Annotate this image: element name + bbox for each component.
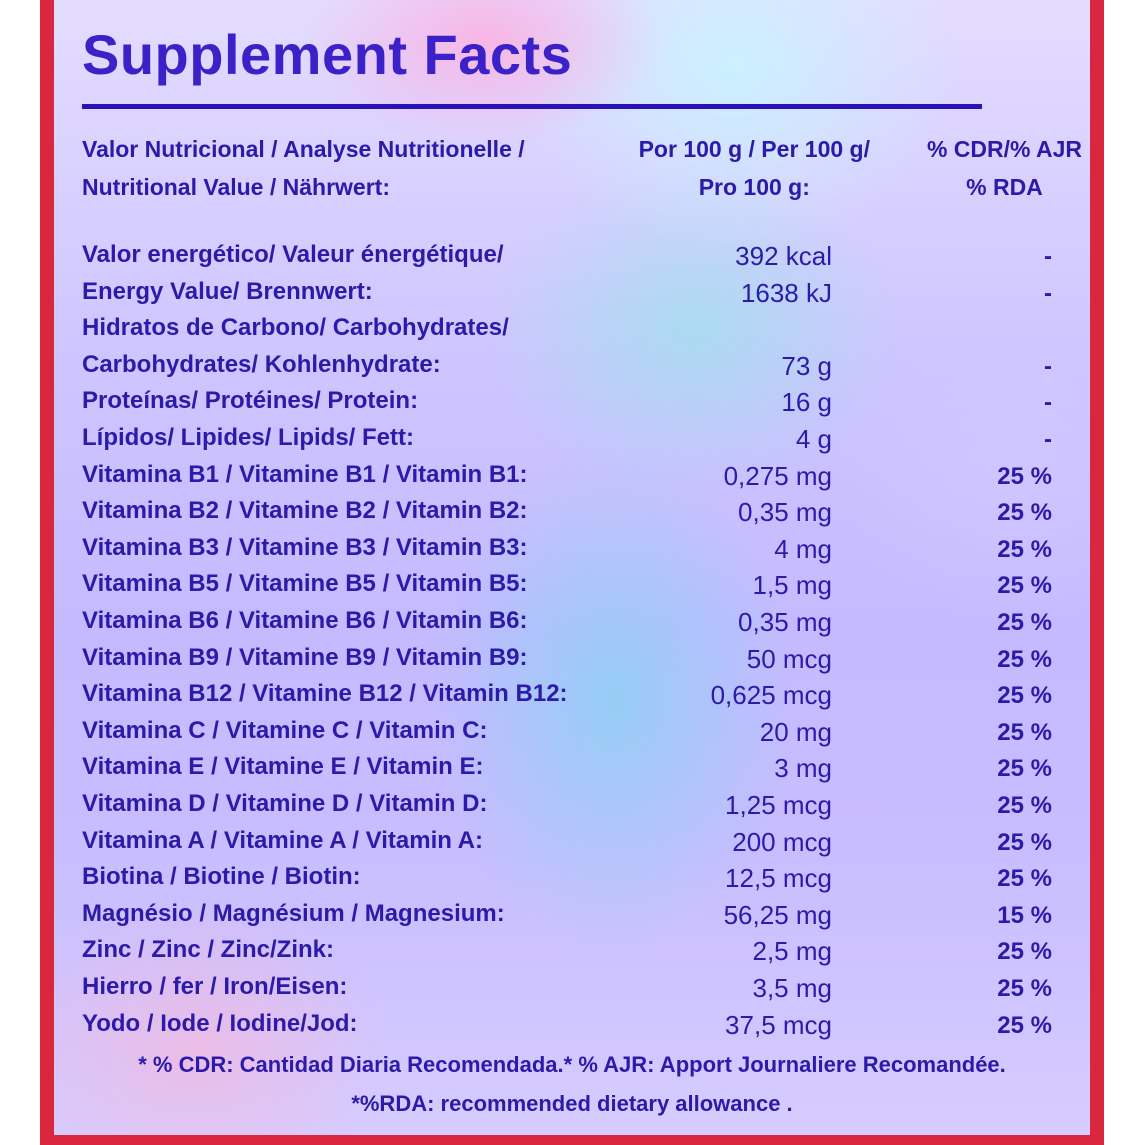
nutrient-amount-per-100g: 16 g — [781, 387, 832, 417]
nutrient-name: Energy Value/ Brennwert: — [82, 278, 373, 305]
nutrient-name: Vitamina C / Vitamine C / Vitamin C: — [82, 717, 488, 744]
nutrient-name: Hidratos de Carbono/ Carbohydrates/ — [82, 314, 509, 341]
nutrient-amount-per-100g: 0,275 mg — [723, 461, 832, 491]
nutrient-amount-per-100g: 37,5 mcg — [725, 1010, 832, 1040]
nutrient-rda-percent: - — [1044, 353, 1052, 380]
nutrient-amount-per-100g: 3 mg — [774, 753, 832, 783]
column-header-nutritional-value-line-1: Valor Nutricional / Analyse Nutritionell… — [82, 136, 525, 162]
nutrient-rda-percent: 25 % — [997, 609, 1052, 636]
nutrient-name: Carbohydrates/ Kohlenhydrate: — [82, 351, 441, 378]
nutrient-rda-percent: 25 % — [997, 792, 1052, 819]
nutrient-amount-per-100g: 392 kcal — [735, 241, 832, 271]
column-header-nutritional-value: Valor Nutricional / Analyse Nutritionell… — [82, 130, 525, 206]
nutrient-name: Magnésio / Magnésium / Magnesium: — [82, 900, 505, 927]
nutrient-rda-percent: 25 % — [997, 572, 1052, 599]
nutrient-rda-percent: 15 % — [997, 902, 1052, 929]
column-header-rda-line-1: % CDR/% AJR — [926, 136, 1082, 162]
footnote-rda: *%RDA: recommended dietary allowance . — [351, 1091, 793, 1116]
nutrient-name: Vitamina E / Vitamine E / Vitamin E: — [82, 753, 484, 780]
nutrient-rda-percent: 25 % — [997, 865, 1052, 892]
nutrient-name: Hierro / fer / Iron/Eisen: — [82, 973, 348, 1000]
nutrient-name: Vitamina B9 / Vitamine B9 / Vitamin B9: — [82, 644, 528, 671]
nutrient-name: Valor energético/ Valeur énergétique/ — [82, 241, 504, 268]
nutrient-rda-percent: 25 % — [997, 755, 1052, 782]
nutrient-amount-per-100g: 4 mg — [774, 534, 832, 564]
nutrient-name: Vitamina D / Vitamine D / Vitamin D: — [82, 790, 488, 817]
nutrient-amount-per-100g: 4 g — [795, 424, 832, 454]
nutrient-amount-per-100g: 73 g — [781, 351, 832, 381]
nutrient-name: Zinc / Zinc / Zinc/Zink: — [82, 936, 335, 963]
column-header-rda-line-2: % RDA — [966, 174, 1043, 200]
nutrient-amount-per-100g: 0,35 mg — [738, 497, 832, 527]
nutrient-amount-per-100g: 12,5 mcg — [725, 863, 832, 893]
nutrient-name: Proteínas/ Protéines/ Protein: — [82, 387, 419, 414]
nutrient-amount-per-100g: 20 mg — [759, 717, 832, 747]
nutrient-name: Yodo / Iode / Iodine/Jod: — [82, 1010, 358, 1037]
nutrient-name: Lípidos/ Lipides/ Lipids/ Fett: — [82, 424, 414, 451]
nutrient-amount-per-100g: 3,5 mg — [752, 973, 833, 1003]
nutrient-amount-per-100g: 0,625 mcg — [710, 680, 832, 710]
nutrient-name: Biotina / Biotine / Biotin: — [82, 863, 361, 890]
nutrient-amount-per-100g: 1,5 mg — [752, 570, 833, 600]
column-header-per-100g: Por 100 g / Per 100 g/ Pro 100 g: — [639, 130, 870, 206]
nutrient-amount-per-100g: 2,5 mg — [752, 936, 833, 966]
nutrient-rda-percent: 25 % — [997, 829, 1052, 856]
column-header-nutritional-value-line-2: Nutritional Value / Nährwert: — [82, 174, 390, 200]
nutrient-rda-percent: 25 % — [997, 938, 1052, 965]
nutrient-name: Vitamina B2 / Vitamine B2 / Vitamin B2: — [82, 497, 528, 524]
nutrient-rda-percent: 25 % — [997, 499, 1052, 526]
nutrient-amount-per-100g: 1,25 mcg — [725, 790, 832, 820]
nutrient-name: Vitamina B6 / Vitamine B6 / Vitamin B6: — [82, 607, 528, 634]
nutrient-amount-per-100g: 56,25 mg — [723, 900, 832, 930]
nutrient-name: Vitamina B3 / Vitamine B3 / Vitamin B3: — [82, 534, 528, 561]
nutrient-rda-percent: - — [1044, 243, 1052, 270]
column-header-per-100g-line-1: Por 100 g / Per 100 g/ — [638, 136, 870, 162]
nutrient-name: Vitamina A / Vitamine A / Vitamin A: — [82, 827, 483, 854]
title-divider — [82, 104, 982, 109]
supplement-facts-label: Supplement Facts Valor Nutricional / Ana… — [40, 0, 1104, 1145]
nutrient-rda-percent: 25 % — [997, 1012, 1052, 1039]
footnote-cdr-ajr: * % CDR: Cantidad Diaria Recomendada.* %… — [138, 1052, 1006, 1077]
nutrient-rda-percent: 25 % — [997, 463, 1052, 490]
nutrient-rda-percent: 25 % — [997, 719, 1052, 746]
nutrient-amount-per-100g: 1638 kJ — [740, 278, 832, 308]
nutrient-amount-per-100g: 0,35 mg — [738, 607, 832, 637]
nutrient-rda-percent: - — [1044, 426, 1052, 453]
nutrient-rda-percent: 25 % — [997, 536, 1052, 563]
column-header-rda: % CDR/% AJR % RDA — [927, 130, 1082, 206]
nutrient-rda-percent: - — [1044, 389, 1052, 416]
nutrient-name: Vitamina B5 / Vitamine B5 / Vitamin B5: — [82, 570, 528, 597]
nutrient-name: Vitamina B1 / Vitamine B1 / Vitamin B1: — [82, 461, 528, 488]
nutrient-amount-per-100g: 200 mcg — [732, 827, 832, 857]
nutrient-rda-percent: 25 % — [997, 646, 1052, 673]
nutrient-rda-percent: 25 % — [997, 975, 1052, 1002]
nutrient-rda-percent: 25 % — [997, 682, 1052, 709]
nutrient-amount-per-100g: 50 mcg — [746, 644, 832, 674]
nutrient-rda-percent: - — [1044, 280, 1052, 307]
label-title: Supplement Facts — [82, 23, 573, 86]
nutrient-name: Vitamina B12 / Vitamine B12 / Vitamin B1… — [82, 680, 568, 707]
column-header-per-100g-line-2: Pro 100 g: — [698, 174, 810, 200]
